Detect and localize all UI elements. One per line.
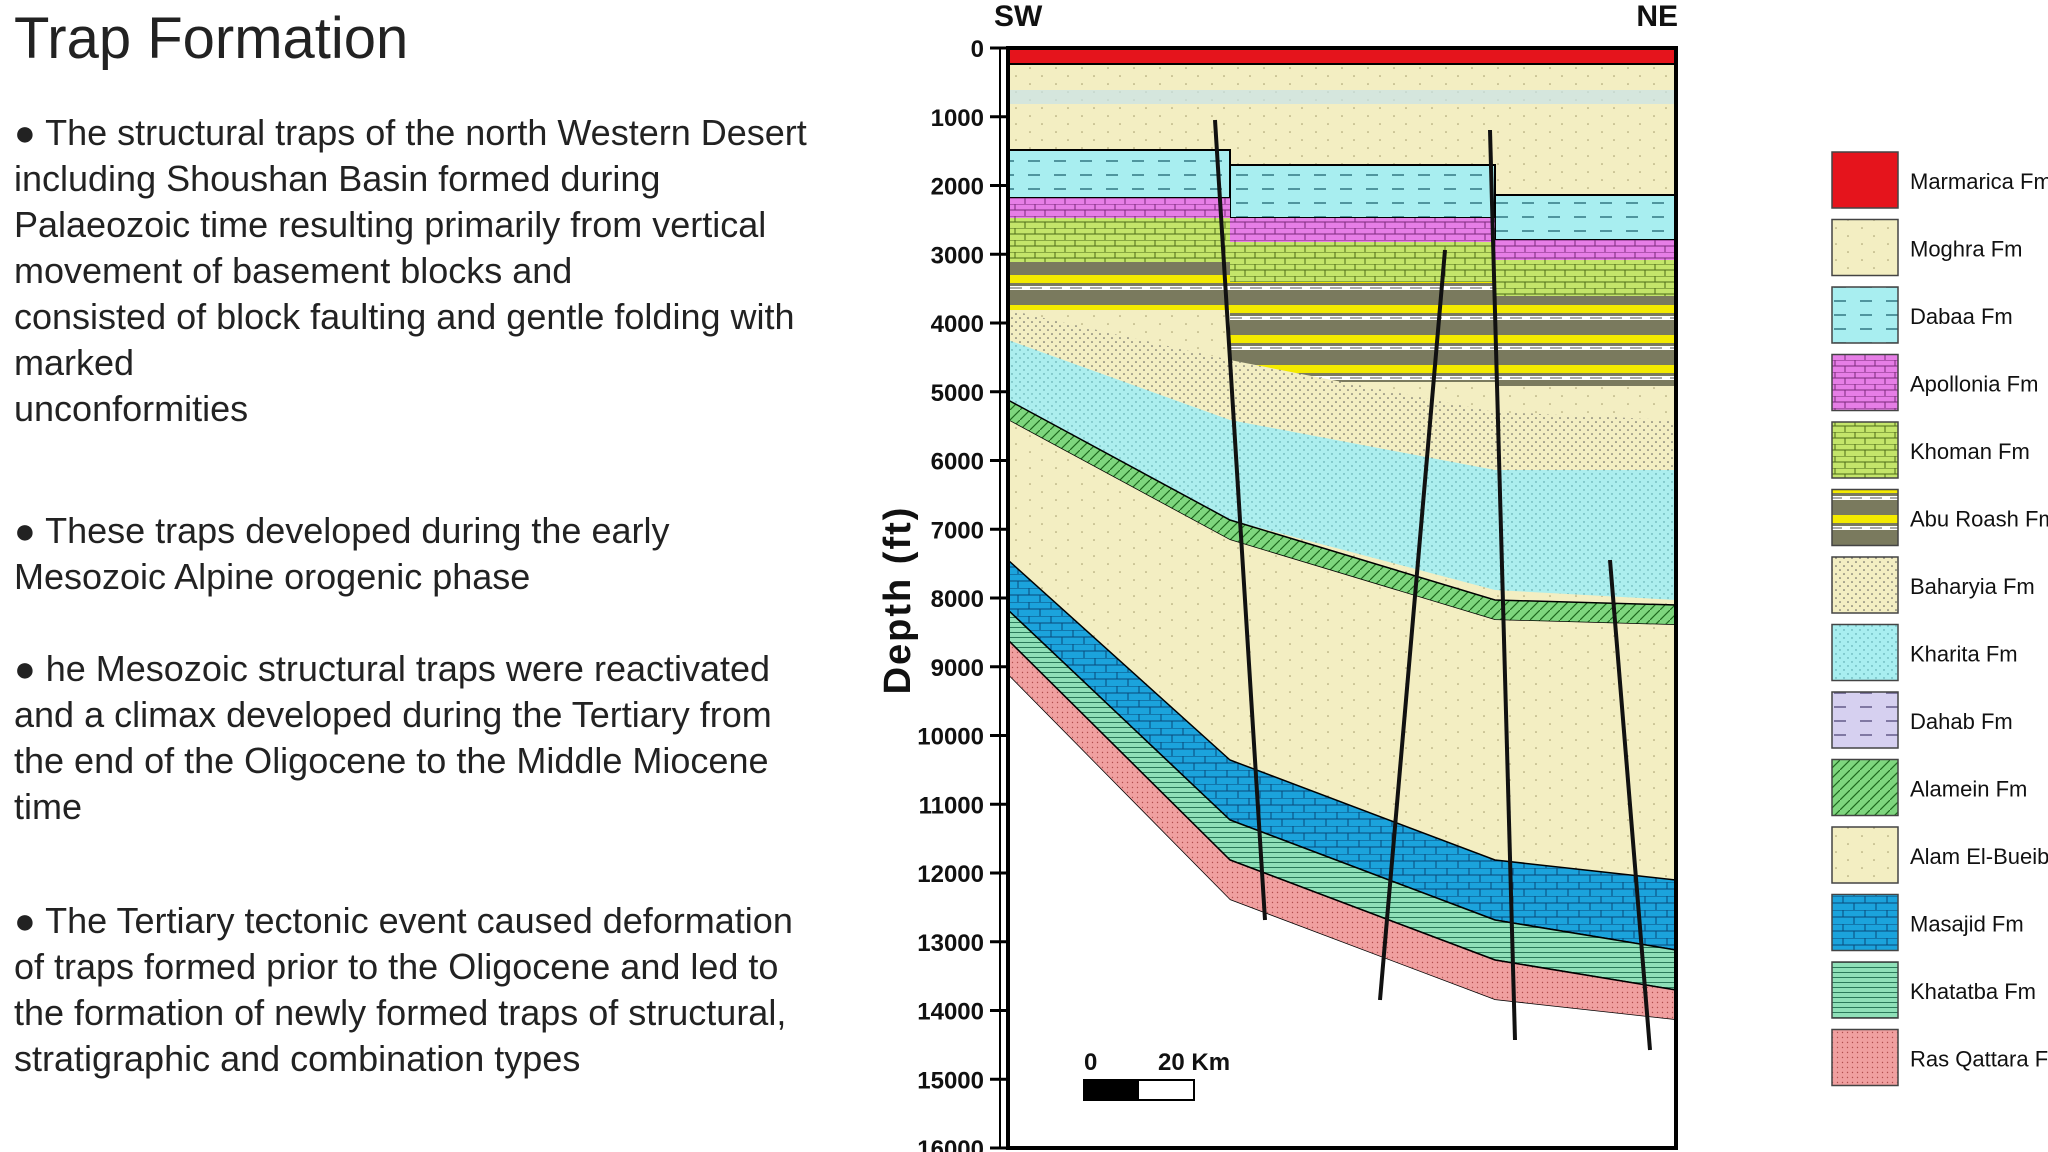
depth-tick-label: 0 (971, 36, 984, 63)
legend: Marmarica Fm Moghra Fm Dabaa Fm Apollonia F… (1831, 151, 2048, 1087)
legend-label: Khoman Fm (1910, 439, 2030, 464)
legend-label: Alamein Fm (1910, 777, 2027, 802)
depth-tick-label: 12000 (917, 861, 984, 888)
depth-tick-label: 9000 (931, 655, 984, 682)
bullet-line: Mesozoic Alpine orogenic phase (14, 556, 531, 597)
direction-label-sw: SW (994, 0, 1043, 33)
legend-swatch (1831, 556, 1899, 614)
legend-swatch (1831, 1028, 1899, 1087)
depth-tick-label: 4000 (931, 311, 984, 338)
depth-tick-label: 11000 (919, 792, 984, 819)
scale-bar: 0 20 Km (1083, 1049, 1230, 1101)
legend-swatch (1831, 691, 1899, 749)
bullet-line: stratigraphic and combination types (14, 1038, 581, 1079)
legend-label: Baharyia Fm (1910, 574, 2035, 599)
bullet-paragraph: ● These traps developed during the early… (14, 508, 894, 600)
bullet-paragraph: ● The Tertiary tectonic event caused def… (14, 898, 894, 1082)
bullet-line: ● The structural traps of the north West… (14, 112, 807, 153)
bullet-paragraph: ● he Mesozoic structural traps were reac… (14, 646, 894, 830)
legend-label: Moghra Fm (1910, 237, 2022, 262)
bullet-line: consisted of block faulting and gentle f… (14, 296, 795, 337)
legend-label: Abu Roash Fm (1910, 507, 2048, 532)
scale-bar-end-label: 20 Km (1158, 1049, 1230, 1076)
depth-tick-label: 8000 (931, 586, 984, 613)
legend-label: Ras Qattara Fm (1910, 1047, 2048, 1072)
legend-swatch (1831, 623, 1899, 682)
y-axis-label: Depth (ft) (877, 506, 919, 695)
page-title: Trap Formation (14, 6, 409, 71)
depth-tick-label: 10000 (917, 724, 984, 751)
legend-label: Kharita Fm (1910, 642, 2018, 667)
bullet-line: time (14, 786, 83, 827)
cross-section-plot (1006, 46, 1678, 1150)
cross-section-svg: SW NE Depth (ft) (877, 0, 2048, 1152)
legend-label: Apollonia Fm (1910, 372, 2038, 397)
legend-label: Dabaa Fm (1910, 304, 2013, 329)
depth-tick-label: 15000 (917, 1067, 984, 1094)
bullet-line: ● he Mesozoic structural traps were reac… (14, 648, 771, 689)
bullet-line: marked (14, 342, 135, 383)
depth-tick-label: 16000 (917, 1136, 984, 1152)
bullet-line: unconformities (14, 388, 249, 429)
legend-label: Khatatba Fm (1910, 979, 2036, 1004)
depth-tick-label: 3000 (931, 242, 984, 269)
depth-tick-label: 13000 (917, 930, 984, 957)
legend-swatch (1831, 961, 1899, 1019)
legend-swatch (1831, 893, 1899, 952)
legend-swatch (1831, 421, 1899, 479)
legend-label: Alam El-Bueib Fm (1910, 844, 2048, 869)
legend-label: Dahab Fm (1910, 709, 2013, 734)
legend-swatch (1831, 353, 1899, 412)
bullet-paragraph: ● The structural traps of the north West… (14, 110, 894, 432)
legend-swatch (1831, 488, 1899, 547)
depth-tick-label: 2000 (931, 174, 984, 201)
depth-tick-label: 7000 (931, 517, 984, 544)
depth-tick-label: 5000 (931, 380, 984, 407)
direction-label-ne: NE (1636, 0, 1678, 33)
bullet-line: the formation of newly formed traps of s… (14, 992, 787, 1033)
bullet-line: Palaeozoic time resulting primarily from… (14, 204, 767, 245)
depth-axis: 0 1000 2000 3000 4000 5000 6000 7000 8000 9000 100… (917, 36, 1008, 1152)
legend-swatch (1831, 758, 1899, 817)
bullet-line: ● These traps developed during the early (14, 510, 670, 551)
bullet-line: including Shoushan Basin formed during (14, 158, 661, 199)
depth-tick-label: 6000 (931, 449, 984, 476)
depth-tick-label: 14000 (917, 999, 984, 1026)
legend-label: Masajid Fm (1910, 912, 2024, 937)
legend-label: Marmarica Fm (1910, 169, 2048, 194)
depth-tick-label: 1000 (931, 105, 984, 132)
legend-swatch (1831, 826, 1899, 884)
legend-swatch (1831, 151, 1899, 209)
bullet-line: ● The Tertiary tectonic event caused def… (14, 900, 793, 941)
legend-swatch (1831, 286, 1899, 344)
bullet-line: of traps formed prior to the Oligocene a… (14, 946, 779, 987)
scale-bar-start-label: 0 (1084, 1049, 1097, 1076)
bullet-line: movement of basement blocks and (14, 250, 573, 291)
bullet-line: and a climax developed during the Tertia… (14, 694, 772, 735)
bullet-line: the end of the Oligocene to the Middle M… (14, 740, 769, 781)
legend-swatch (1831, 218, 1899, 277)
cross-section-figure: SW NE Depth (ft) (870, 0, 2048, 1152)
